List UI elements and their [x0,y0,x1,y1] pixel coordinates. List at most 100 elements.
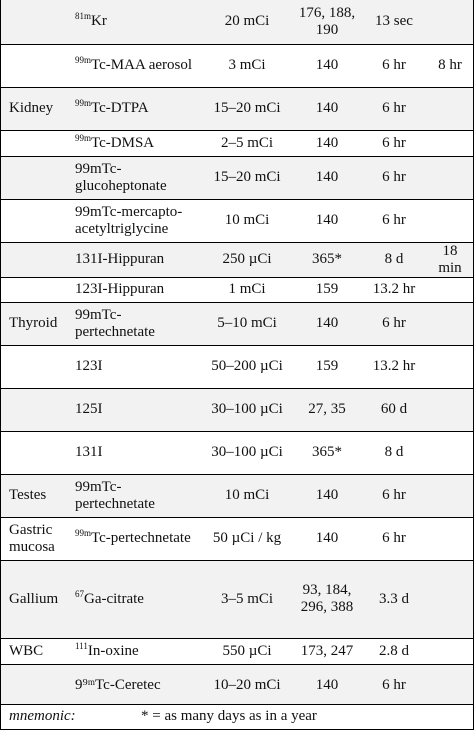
agent-name: Kr [91,13,107,30]
dose-cell: 3–5 mCi [201,560,293,639]
extra-time-cell [427,302,473,346]
mnemonic-label: mnemonic: [9,708,76,724]
table-row: 131I-Hippuran 250 µCi 365* 8 d 18 min [1,242,473,278]
mnemonic-footer: mnemonic: * = as many days as in a year [1,704,473,729]
energy-kev-cell: 140 [293,302,361,346]
organ-cell: Kidney [1,87,71,131]
organ-cell [1,130,71,157]
agent-name: 9⁹ᵐTc-Ceretec [75,677,161,693]
extra-time-cell [427,87,473,131]
dose-cell: 2–5 mCi [201,130,293,157]
energy-kev-cell: 140 [293,474,361,518]
extra-time-cell [427,277,473,303]
dose-cell: 10 mCi [201,199,293,243]
organ-cell [1,199,71,243]
agent-name: 125I [75,401,103,417]
isotope-mass-number: 111 [75,640,88,651]
dose-cell: 50 µCi / kg [201,517,293,561]
energy-kev-cell: 176, 188, 190 [293,0,361,45]
agent-name: Tc-pertechnetate [91,530,191,546]
table-body: 81mKr 20 mCi 176, 188, 190 13 sec 99mTc-MAA … [1,0,473,708]
table-row: 125I 30–100 µCi 27, 35 60 d [1,388,473,432]
agent-cell: 123I-Hippuran [71,277,201,303]
dose-cell: 30–100 µCi [201,388,293,432]
agent-name: 131I-Hippuran [75,251,165,267]
dose-cell: 10–20 mCi [201,664,293,708]
dose-cell: 15–20 mCi [201,156,293,200]
energy-kev-cell: 140 [293,664,361,708]
dose-cell: 550 µCi [201,638,293,665]
organ-cell [1,345,71,389]
energy-kev-cell: 93, 184, 296, 388 [293,560,361,639]
table-row: 123I-Hippuran 1 mCi 159 13.2 hr [1,277,473,303]
extra-time-cell [427,388,473,432]
dose-cell: 30–100 µCi [201,431,293,475]
radiopharmaceutical-table: 81mKr 20 mCi 176, 188, 190 13 sec 99mTc-MAA … [1,0,473,708]
agent-cell: 99mTc-mercapto-acetyltriglycine [71,199,201,243]
table-row: 123I 50–200 µCi 159 13.2 hr [1,345,473,389]
extra-time-cell: 18 min [427,242,473,278]
agent-name: 99mTc-pertechnetate [75,478,155,512]
agent-cell: 99mTc-glucoheptonate [71,156,201,200]
extra-time-cell [427,431,473,475]
table-row: Kidney 99mTc-DTPA 15–20 mCi 140 6 hr [1,87,473,131]
table-row: Thyroid 99mTc-pertechnetate 5–10 mCi 140 6 h… [1,302,473,346]
half-life-cell: 6 hr [361,474,427,518]
agent-cell: 9⁹ᵐTc-Ceretec [71,664,201,708]
agent-cell: 99mTc-DMSA [71,130,201,157]
half-life-cell: 8 d [361,242,427,278]
extra-time-cell [427,638,473,665]
agent-cell: 99mTc-pertechnetate [71,302,201,346]
agent-name: Tc-MAA aerosol [91,57,193,73]
agent-name: 99mTc-pertechnetate [75,306,155,340]
table-row: 99mTc-DMSA 2–5 mCi 140 6 hr [1,130,473,157]
organ-cell [1,277,71,303]
half-life-cell: 6 hr [361,44,427,88]
organ-cell [1,664,71,708]
isotope-mass-number: 99m [75,98,92,108]
organ-cell [1,44,71,88]
dose-cell: 20 mCi [201,0,293,45]
half-life-cell: 13.2 hr [361,345,427,389]
isotope-mass-number: 99m [75,528,92,538]
extra-time-cell [427,560,473,639]
extra-time-cell [427,130,473,157]
organ-cell [1,431,71,475]
dose-cell: 250 µCi [201,242,293,278]
half-life-cell: 6 hr [361,199,427,243]
energy-kev-cell: 365* [293,242,361,278]
isotope-mass-number: 67 [75,588,84,599]
extra-time-cell [427,156,473,200]
dose-cell: 5–10 mCi [201,302,293,346]
half-life-cell: 60 d [361,388,427,432]
agent-cell: 131I [71,431,201,475]
half-life-cell: 6 hr [361,302,427,346]
extra-time-cell [427,664,473,708]
extra-time-cell [427,199,473,243]
agent-name: 123I [75,358,103,374]
table-row: Testes 99mTc-pertechnetate 10 mCi 140 6 hr [1,474,473,518]
energy-kev-cell: 365* [293,431,361,475]
organ-cell: Testes [1,474,71,518]
energy-kev-cell: 140 [293,156,361,200]
mnemonic-text: * = as many days as in a year [141,708,317,724]
extra-time-cell [427,517,473,561]
half-life-cell: 6 hr [361,87,427,131]
organ-cell: Gastric mucosa [1,517,71,561]
agent-name: 123I-Hippuran [75,281,165,297]
table-row: 9⁹ᵐTc-Ceretec 10–20 mCi 140 6 hr [1,664,473,708]
table-row: 99mTc-mercapto-acetyltriglycine 10 mCi 140… [1,199,473,243]
table-row: Gallium 67Ga-citrate 3–5 mCi 93, 184, 296, … [1,560,473,639]
extra-time-cell [427,0,473,45]
agent-cell: 99mTc-pertechnetate [71,517,201,561]
agent-name: 131I [75,444,103,460]
isotope-mass-number: 81m [75,11,92,22]
extra-time-cell [427,345,473,389]
half-life-cell: 6 hr [361,156,427,200]
agent-name: Tc-DTPA [91,100,149,116]
table-row: 99mTc-glucoheptonate 15–20 mCi 140 6 hr [1,156,473,200]
organ-cell [1,156,71,200]
agent-cell: 123I [71,345,201,389]
energy-kev-cell: 140 [293,517,361,561]
